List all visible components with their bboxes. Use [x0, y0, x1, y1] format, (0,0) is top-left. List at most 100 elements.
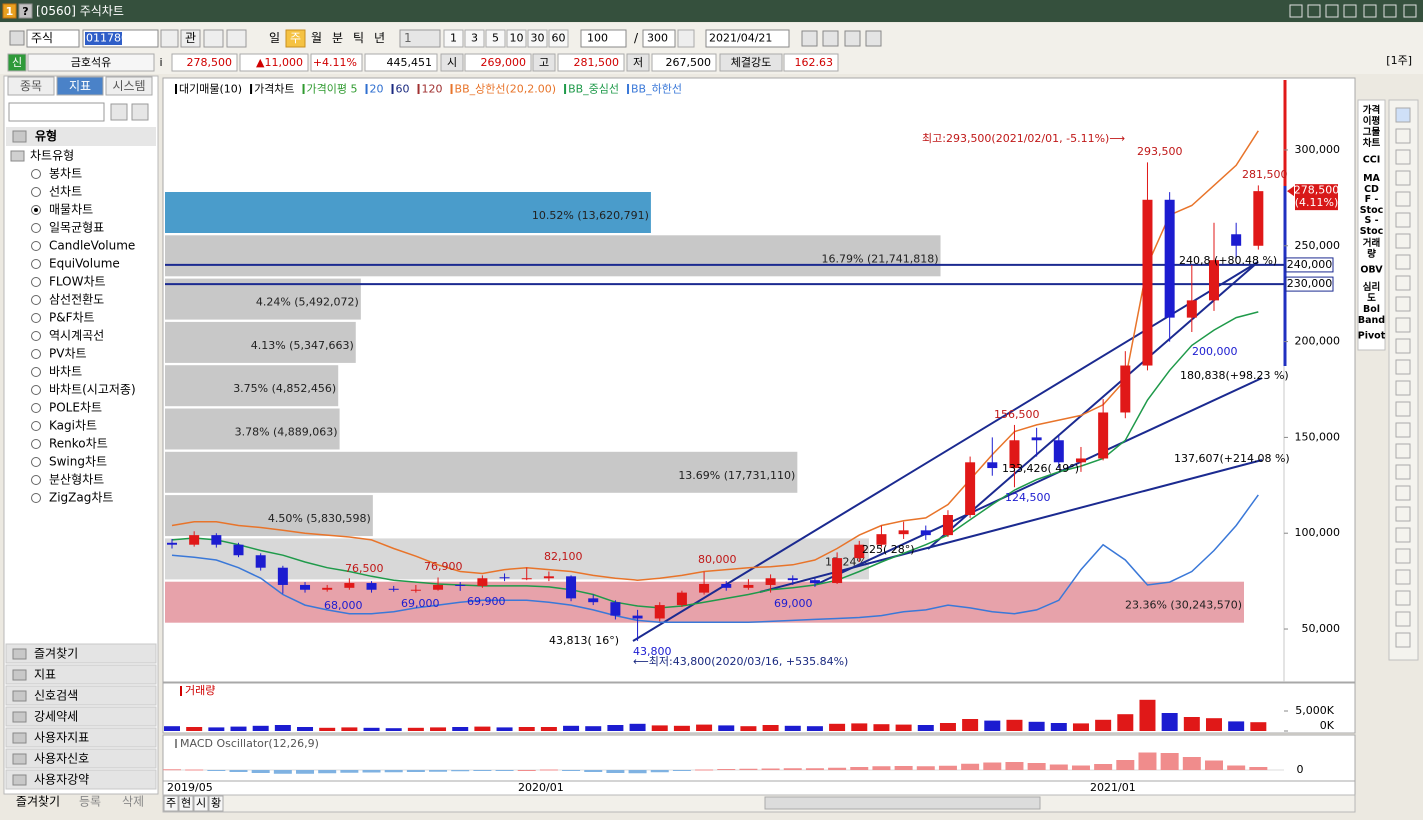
folder-row[interactable] — [5, 706, 157, 727]
tool-icon[interactable] — [1395, 422, 1411, 438]
count-input[interactable] — [580, 29, 627, 48]
tool-icon[interactable] — [1395, 107, 1411, 123]
tool-icon[interactable] — [1395, 569, 1411, 585]
tool-icon[interactable] — [1395, 275, 1411, 291]
folder-row[interactable] — [5, 769, 157, 790]
indicator-label[interactable]: Band — [1358, 315, 1385, 326]
footer-button[interactable]: 등록 — [79, 795, 101, 809]
period-button[interactable] — [349, 30, 368, 47]
tool-icon[interactable] — [1395, 485, 1411, 501]
lookup-button[interactable] — [180, 29, 201, 48]
chart-type[interactable]: Renko차트 — [49, 437, 108, 451]
window-button[interactable] — [1325, 4, 1339, 18]
period-button[interactable] — [307, 30, 326, 47]
indicator-label[interactable]: 이평 — [1363, 115, 1380, 127]
interval-button[interactable] — [443, 29, 464, 48]
radio[interactable] — [31, 349, 41, 359]
chart-type[interactable]: 삼선전환도 — [49, 293, 104, 307]
nav-icon[interactable] — [9, 30, 25, 46]
chart-type[interactable]: 봉차트 — [49, 167, 82, 181]
indicator-label[interactable]: CD — [1364, 184, 1379, 195]
tool-icon[interactable] — [1395, 401, 1411, 417]
radio[interactable] — [31, 421, 41, 431]
footer-button[interactable]: 삭제 — [122, 795, 144, 809]
indicator-label[interactable]: CCI — [1363, 155, 1380, 166]
folder-label[interactable]: 강세약세 — [34, 709, 78, 724]
tool-icon[interactable] — [1395, 506, 1411, 522]
folder-label[interactable]: 사용자지표 — [34, 731, 89, 745]
indicator-label[interactable]: MA — [1363, 173, 1380, 184]
radio[interactable] — [31, 493, 41, 503]
tool-icon[interactable] — [1395, 359, 1411, 375]
radio[interactable] — [31, 439, 41, 449]
tool-icon[interactable] — [1395, 632, 1411, 648]
indicator-label[interactable]: 차트 — [1363, 137, 1381, 149]
chart-type[interactable]: CandleVolume — [49, 239, 135, 253]
bottom-button-label[interactable]: 시 — [196, 797, 206, 810]
period-button[interactable] — [370, 30, 389, 47]
interval-button[interactable] — [527, 29, 548, 48]
radio[interactable] — [31, 259, 41, 269]
chart-type[interactable]: Kagi차트 — [49, 419, 97, 433]
window-button[interactable] — [1403, 4, 1417, 18]
folder-label[interactable]: 사용자신호 — [34, 752, 89, 766]
folder-row[interactable] — [5, 664, 157, 685]
radio[interactable] — [31, 277, 41, 287]
bottom-button-label[interactable]: 주 — [166, 797, 176, 810]
scrollbar[interactable] — [764, 796, 1041, 810]
bottom-button-label[interactable]: 현 — [181, 797, 191, 810]
radio[interactable] — [31, 187, 41, 197]
chart-type[interactable]: Swing차트 — [49, 455, 107, 469]
chart-type[interactable]: P&F차트 — [49, 311, 95, 325]
tool-icon[interactable] — [1395, 254, 1411, 270]
tool-icon[interactable] — [1395, 338, 1411, 354]
tool-icon[interactable] — [1395, 380, 1411, 396]
chart-type[interactable]: POLE차트 — [49, 401, 102, 415]
radio[interactable] — [31, 331, 41, 341]
bottom-button[interactable] — [163, 795, 179, 812]
search-button[interactable] — [160, 29, 179, 48]
folder-row[interactable] — [5, 685, 157, 706]
indicator-label[interactable]: 거래 — [1363, 237, 1380, 249]
window-button[interactable] — [1343, 4, 1357, 18]
window-button[interactable] — [1307, 4, 1321, 18]
sidebar-tab[interactable] — [7, 76, 55, 96]
interval-button[interactable] — [548, 29, 569, 48]
indicator-label[interactable]: 도 — [1367, 293, 1376, 304]
icon-button[interactable] — [226, 29, 247, 48]
interval-button[interactable] — [464, 29, 485, 48]
radio[interactable] — [31, 367, 41, 377]
folder-label[interactable]: 지표 — [34, 668, 56, 682]
chart-type[interactable]: 바차트 — [49, 365, 82, 379]
indicator-label[interactable]: 가격 — [1363, 104, 1380, 116]
bottom-button-label[interactable]: 황 — [211, 797, 221, 810]
period-button[interactable] — [285, 29, 306, 48]
settings-icon[interactable] — [677, 29, 695, 48]
unit-select[interactable] — [399, 29, 441, 48]
window-button[interactable] — [1363, 4, 1377, 18]
tool-icon[interactable] — [1395, 233, 1411, 249]
tool-icon[interactable] — [1395, 149, 1411, 165]
folder-label[interactable]: 신호검색 — [34, 689, 78, 703]
radio[interactable] — [31, 475, 41, 485]
radio[interactable] — [31, 457, 41, 467]
indicator-label[interactable]: OBV — [1360, 265, 1383, 276]
tool-icon[interactable] — [1395, 611, 1411, 627]
folder-row[interactable] — [5, 748, 157, 769]
tool-icon[interactable] — [1395, 317, 1411, 333]
radio[interactable] — [31, 313, 41, 323]
tool-icon[interactable] — [844, 30, 861, 47]
chart-type[interactable]: 바차트(시고저종) — [49, 383, 136, 397]
window-button[interactable] — [1289, 4, 1303, 18]
indicator-label[interactable]: Stoc — [1360, 205, 1384, 216]
footer-button[interactable]: 즐겨찾기 — [16, 795, 60, 809]
tool-icon[interactable] — [1395, 170, 1411, 186]
interval-button[interactable] — [506, 29, 527, 48]
tool-icon[interactable] — [865, 30, 882, 47]
indicator-label[interactable]: Bol — [1363, 304, 1380, 315]
tool-icon[interactable] — [1395, 464, 1411, 480]
icon-button[interactable] — [203, 29, 224, 48]
indicator-label[interactable]: 량 — [1367, 248, 1376, 260]
tool-icon[interactable] — [1395, 212, 1411, 228]
indicator-label[interactable]: Stoc — [1360, 226, 1384, 237]
